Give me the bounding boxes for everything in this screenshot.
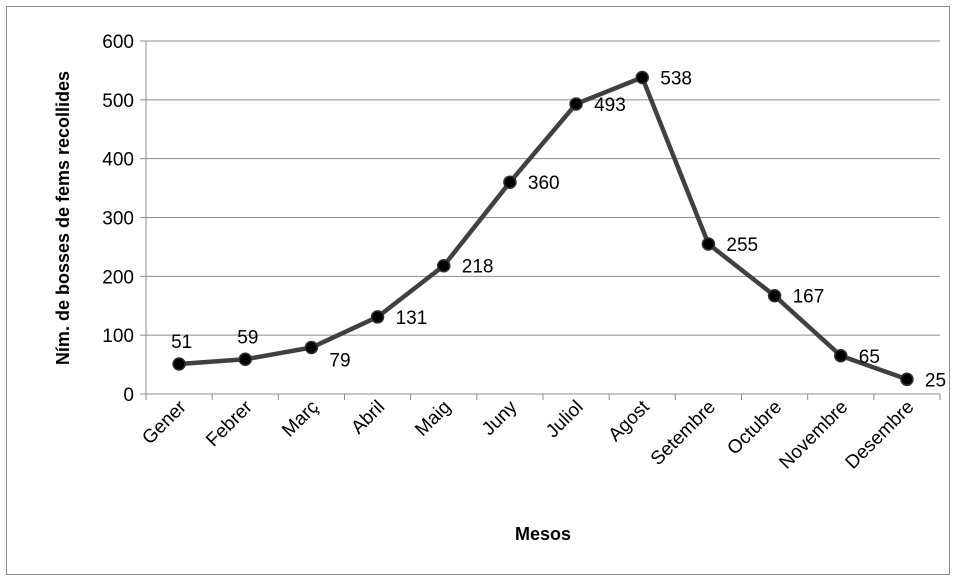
x-axis-title: Mesos bbox=[515, 524, 571, 544]
data-label: 79 bbox=[329, 351, 350, 372]
data-point bbox=[767, 288, 782, 303]
x-tick-label: Novembre bbox=[775, 397, 852, 474]
data-point bbox=[503, 175, 517, 189]
data-point bbox=[900, 372, 914, 387]
y-tick-label: 200 bbox=[102, 267, 134, 288]
y-tick-label: 0 bbox=[123, 385, 134, 406]
y-tick-label: 400 bbox=[102, 150, 134, 171]
data-label: 218 bbox=[462, 257, 494, 278]
data-point bbox=[172, 357, 186, 371]
chart-frame bbox=[6, 6, 950, 575]
data-label: 360 bbox=[528, 173, 560, 194]
series-line bbox=[178, 75, 908, 382]
data-label: 167 bbox=[793, 287, 825, 308]
x-tick-label: Juliol bbox=[542, 397, 587, 442]
data-point bbox=[238, 352, 252, 367]
data-point bbox=[437, 258, 451, 273]
x-tick-label: Maig bbox=[411, 397, 455, 441]
data-label: 65 bbox=[859, 347, 880, 368]
data-label: 25 bbox=[925, 370, 946, 391]
y-tick-label: 300 bbox=[102, 209, 134, 230]
data-label: 538 bbox=[660, 68, 692, 89]
y-tick-label: 100 bbox=[102, 326, 134, 347]
data-point bbox=[304, 340, 319, 355]
y-tick-label: 600 bbox=[102, 32, 134, 53]
data-point bbox=[569, 97, 583, 111]
x-tick-label: Febrer bbox=[202, 396, 257, 451]
y-tick-label: 500 bbox=[102, 91, 134, 112]
data-label: 59 bbox=[237, 327, 258, 348]
data-point bbox=[701, 237, 716, 251]
x-tick-label: Agost bbox=[605, 396, 655, 446]
y-axis-title: Ním. de bosses de fems recollides bbox=[53, 71, 73, 365]
axes bbox=[140, 40, 941, 400]
x-tick-label: Març bbox=[278, 397, 323, 442]
data-point bbox=[370, 310, 385, 324]
data-label: 493 bbox=[594, 95, 626, 116]
x-tick-label: Gener bbox=[138, 396, 191, 449]
x-tick-label: Octubre bbox=[723, 397, 786, 460]
x-tick-label: Setembre bbox=[647, 397, 720, 470]
data-label: 255 bbox=[726, 235, 758, 256]
x-tick-label: Juny bbox=[478, 396, 522, 440]
data-point bbox=[635, 70, 649, 85]
y-tick-labels: 0 100 200 300 400 500 600 bbox=[102, 32, 134, 406]
data-point bbox=[834, 349, 848, 363]
data-labels: 51 59 79 131 218 360 493 538 255 167 65 25 bbox=[171, 68, 946, 391]
gridlines bbox=[146, 40, 940, 336]
x-tick-label: Abril bbox=[347, 397, 389, 439]
series-layer bbox=[172, 70, 914, 387]
x-tick-label: Desembre bbox=[842, 397, 919, 474]
data-label: 131 bbox=[396, 308, 428, 329]
data-label: 51 bbox=[171, 332, 192, 353]
x-tick-labels: Gener Febrer Març Abril Maig Juny Juliol AgostS… bbox=[138, 396, 918, 473]
